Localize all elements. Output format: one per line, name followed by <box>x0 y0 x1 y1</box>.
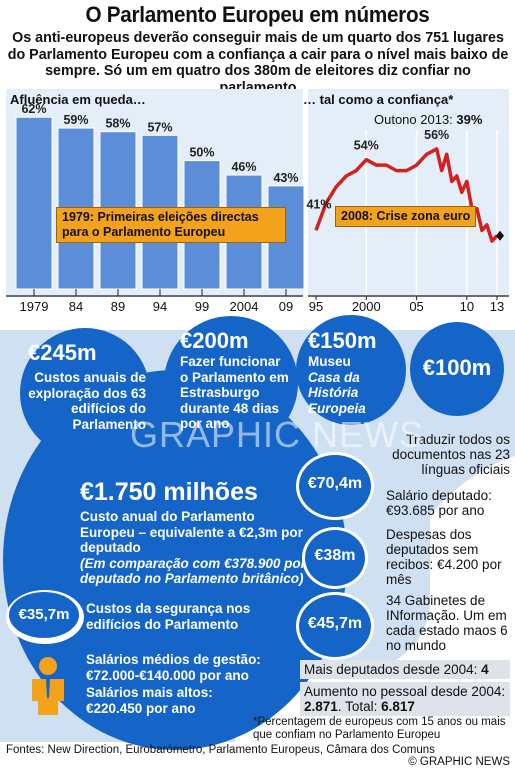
bar-label-84: 59% <box>63 113 88 127</box>
cost-38-value: €38m <box>314 547 356 564</box>
cost-245-text: Custos anuais de exploração dos 63 edifí… <box>28 370 146 432</box>
trust-label-56: 56% <box>424 128 449 142</box>
salaries-line1: Salários médios de gestão: <box>86 652 261 667</box>
cost-45-value: €45,7m <box>307 615 363 632</box>
more-deputies-value: 4 <box>481 662 489 677</box>
salaries-line3: Salários mais altos: <box>86 685 213 700</box>
cost-70-value: €70,4m <box>307 475 363 492</box>
x-tick-2004: 2004 <box>230 299 259 314</box>
salaries-info: Salários médios de gestão: €72.000-€140.… <box>86 652 276 716</box>
staff-total-label: Total: <box>345 699 378 714</box>
cost-45-text: 34 Gabinetes de INformação. Um em cada e… <box>386 593 508 653</box>
footer: Fontes: New Direction, Eurobarómetro, Pa… <box>6 744 510 768</box>
x-tick-1979: 1979 <box>20 299 49 314</box>
trust-top-note-value: 39% <box>456 112 483 127</box>
bar-label-99: 50% <box>189 146 214 160</box>
cost-38-text: Despesas dos deputados sem recibos: €4.2… <box>386 527 502 587</box>
watermark: GRAPHIC NEWS <box>130 414 425 455</box>
cost-150-value: €150m <box>308 328 377 353</box>
bar-1979 <box>15 116 53 290</box>
cost-circle-35-inner <box>9 592 79 638</box>
cost-35-value: €35,7m <box>18 606 70 623</box>
trust-x-tick-2000: 2000 <box>352 299 381 314</box>
salaries-line4: €220.450 por ano <box>86 700 196 716</box>
staff-increase-label: Aumento no pessoal desde 2004: <box>304 684 506 699</box>
x-tick-94: 94 <box>153 299 167 314</box>
more-deputies-label: Mais deputados desde 2004: <box>304 662 478 677</box>
trust-label-54: 54% <box>354 139 379 153</box>
cost-circle-200 <box>164 316 298 450</box>
trust-top-note: Outono 2013: 39% <box>374 112 482 127</box>
cost-245: €245m Custos anuais de exploração dos 63… <box>28 340 146 432</box>
cost-circle-150 <box>296 315 406 425</box>
cost-total-value: €1.750 milhões <box>80 478 258 506</box>
cost-200: €200m Fazer funcionar o Parlamento em Es… <box>180 328 292 432</box>
cost-total-text: Custo anual do Parlamento Europeu – equi… <box>80 509 303 555</box>
cost-circle-245 <box>20 328 150 458</box>
staff-increase-value: 2.871 <box>304 699 338 714</box>
cost-150: €150m Museu Casa da História Europeia <box>308 328 404 416</box>
x-tick-84: 84 <box>69 299 83 314</box>
trust-top-note-label: Outono 2013: <box>374 112 453 127</box>
bar-label-94: 57% <box>147 120 172 134</box>
more-deputies: Mais deputados desde 2004: 4 <box>300 660 510 679</box>
bar-label-89: 58% <box>105 117 130 131</box>
cost-200-text: Fazer funcionar o Parlamento em Estrasbu… <box>180 354 289 431</box>
cost-70-text: Salário deputado: €93.685 por ano <box>386 488 492 518</box>
footer-credit: © GRAPHIC NEWS <box>408 756 510 768</box>
cost-100-value: €100m <box>422 355 492 380</box>
x-tick-09: 09 <box>279 299 293 314</box>
trust-x-tick-05: 05 <box>409 299 423 314</box>
cost-245-value: €245m <box>28 340 97 365</box>
cost-150-text2: Casa da História Europeia <box>308 369 366 416</box>
trust-label-41: 41% <box>306 197 331 211</box>
cost-total: €1.750 milhões Custo anual do Parlamento… <box>80 478 310 587</box>
page-subtitle: Os anti-europeus deverão conseguir mais … <box>7 30 509 96</box>
cost-circle-70 <box>296 452 374 520</box>
trust-x-tick-10: 10 <box>460 299 474 314</box>
turnout-chart-title: Afluência em queda… <box>10 92 146 107</box>
cost-150-text1: Museu <box>308 354 351 369</box>
trust-chart-title: … tal como a confiança* <box>303 92 454 107</box>
x-tick-99: 99 <box>195 299 209 314</box>
staff-increase: Aumento no pessoal desde 2004: 2.871. To… <box>300 682 510 716</box>
cost-circle-100 <box>410 322 504 416</box>
bar-label-2004: 46% <box>231 160 256 174</box>
trust-chart-panel <box>308 89 509 297</box>
footnote: *Percentagem de europeus com 15 anos ou … <box>253 716 506 741</box>
trust-x-tick-95: 95 <box>309 299 323 314</box>
x-tick-89: 89 <box>111 299 125 314</box>
cost-circle-45 <box>296 592 374 660</box>
cost-total-comparison: (Em comparação com €378.900 por deputado… <box>80 555 306 587</box>
bar-label-1979: 62% <box>21 102 46 116</box>
page-title: O Parlamento Europeu em números <box>85 2 430 27</box>
bar-label-09: 43% <box>273 171 298 185</box>
salaries-line2: €72.000-€140.000 por ano <box>86 667 249 683</box>
trust-annotation: 2008: Crise zona euro <box>335 206 477 227</box>
footer-sources: Fontes: New Direction, Eurobarómetro, Pa… <box>6 744 435 756</box>
trust-x-tick-13: 13 <box>490 299 504 314</box>
cost-100-text: Traduzir todos os documentos nas 23 líng… <box>392 432 510 477</box>
staff-total-value: 6.817 <box>381 699 415 714</box>
person-icon <box>32 657 64 715</box>
turnout-annotation: 1979: Primeiras eleições directas para o… <box>56 207 286 243</box>
trust-end-marker <box>496 230 504 241</box>
trust-series-line <box>314 147 499 243</box>
cost-200-value: €200m <box>180 328 249 353</box>
cost-circle-38 <box>302 527 368 589</box>
cost-35-text: Custos da segurança nos edifícios do Par… <box>86 601 251 632</box>
